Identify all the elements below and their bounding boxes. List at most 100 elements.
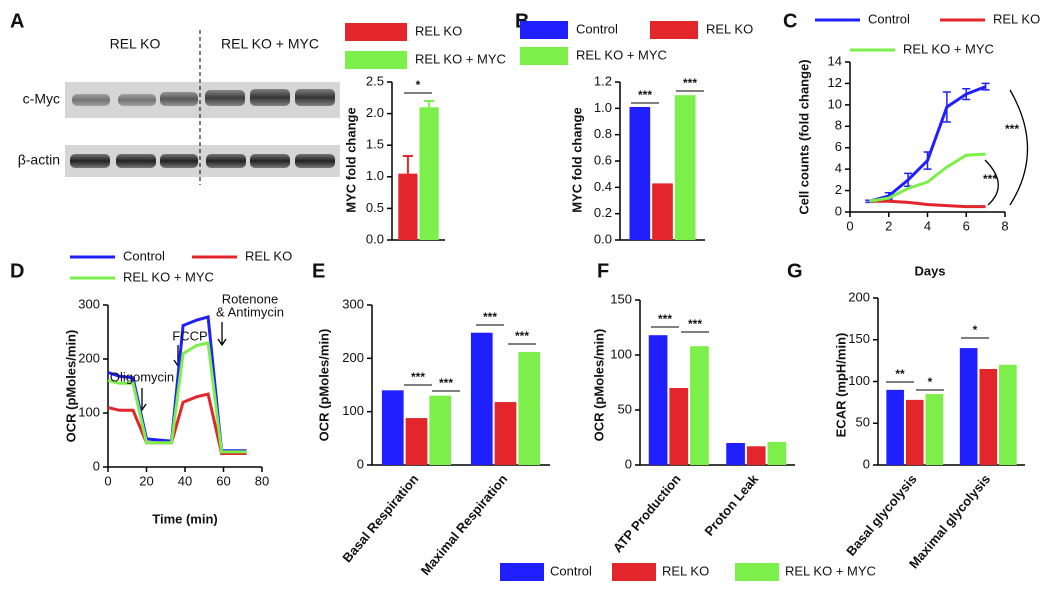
legend-swatch xyxy=(520,47,568,65)
blot-band xyxy=(206,154,246,168)
annotation: *** xyxy=(439,376,453,390)
bar xyxy=(979,368,998,465)
arrow xyxy=(984,159,999,206)
y-axis-label: OCR (pMoles/min) xyxy=(63,330,78,443)
blot-band xyxy=(160,154,198,168)
blot-band xyxy=(250,154,290,168)
error-bar xyxy=(942,91,951,123)
x-tick-label: 0 xyxy=(104,473,111,488)
legend-swatch xyxy=(650,21,698,39)
annotation: *** xyxy=(483,310,497,324)
annotation: * xyxy=(973,323,978,337)
y-axis-label: MYC fold change xyxy=(569,107,584,212)
y-tick-label: 1.2 xyxy=(594,73,612,88)
annotation: ** xyxy=(895,367,905,381)
legend-label: REL KO + MYC xyxy=(123,269,214,284)
arrow xyxy=(217,322,227,347)
legend-label: REL KO + MYC xyxy=(576,47,667,62)
bar xyxy=(429,395,452,465)
bar xyxy=(690,346,709,465)
blot-band xyxy=(295,89,335,106)
legend-label: REL KO xyxy=(662,563,709,578)
blot-band xyxy=(250,89,290,106)
x-tick-label: 2 xyxy=(885,218,892,233)
annotation: Rotenone xyxy=(222,291,278,306)
bar xyxy=(669,388,689,465)
bar xyxy=(674,95,696,241)
bar xyxy=(419,107,439,240)
annotation: * xyxy=(416,78,421,92)
category-label: Basal glycolysis xyxy=(843,471,920,558)
y-tick-label: 12 xyxy=(828,75,842,90)
y-tick-label: 2.0 xyxy=(366,105,384,120)
y-tick-label: 0 xyxy=(863,456,870,471)
bar xyxy=(746,446,766,465)
x-tick-label: 4 xyxy=(924,218,931,233)
bar xyxy=(652,183,673,240)
blot-background xyxy=(65,82,340,118)
legend-swatch xyxy=(735,563,779,581)
legend-swatch xyxy=(500,563,544,581)
blot: REL KO REL KO + MYC c-Myc β-actin xyxy=(18,30,340,185)
y-tick-label: 200 xyxy=(848,289,870,304)
error-bar xyxy=(402,154,413,174)
y-tick-label: 300 xyxy=(78,296,100,311)
panel-label: F xyxy=(597,260,609,282)
bar xyxy=(999,364,1017,465)
legend-swatch xyxy=(345,23,407,41)
bar xyxy=(398,173,418,240)
y-tick-label: 0.0 xyxy=(594,231,612,246)
y-tick-label: 10 xyxy=(828,96,842,111)
category-label: ATP Production xyxy=(610,471,684,555)
legend-label: REL KO xyxy=(415,23,462,38)
legend-label: Control xyxy=(868,11,910,26)
x-tick-label: 20 xyxy=(139,473,153,488)
y-tick-label: 0.5 xyxy=(366,200,384,215)
blot-band xyxy=(72,94,110,106)
legend-label: REL KO + MYC xyxy=(785,563,876,578)
x-tick-label: 60 xyxy=(216,473,230,488)
panel-label: C xyxy=(783,10,797,32)
annotation: FCCP xyxy=(172,328,207,343)
row-label: c-Myc xyxy=(23,91,60,107)
y-tick-label: 200 xyxy=(342,350,364,365)
legend-swatch xyxy=(612,563,656,581)
annotation: *** xyxy=(683,76,697,90)
error-bar xyxy=(981,82,990,91)
category-label: Maximal glycolysis xyxy=(906,471,993,571)
legend-label: REL KO + MYC xyxy=(415,51,506,66)
y-tick-label: 100 xyxy=(848,373,870,388)
annotation: *** xyxy=(638,88,652,102)
legend-label: Control xyxy=(576,21,618,36)
line xyxy=(868,85,987,203)
line xyxy=(869,199,986,209)
y-tick-label: 2 xyxy=(835,182,842,197)
line xyxy=(107,392,247,455)
legend-label: REL KO xyxy=(245,248,292,263)
y-tick-label: 100 xyxy=(342,403,364,418)
lane-label: REL KO xyxy=(110,36,161,52)
annotation: * xyxy=(928,375,933,389)
error-bar xyxy=(962,88,971,101)
annotation: *** xyxy=(983,172,997,186)
bar xyxy=(648,335,668,465)
legend-label: REL KO + MYC xyxy=(903,41,994,56)
legend-label: Control xyxy=(550,563,592,578)
legend-swatch xyxy=(345,51,407,69)
y-tick-label: 1.0 xyxy=(594,100,612,115)
bar xyxy=(629,107,651,241)
line xyxy=(869,152,986,203)
y-axis-label: ECAR (mpH/min) xyxy=(833,333,848,438)
annotation: *** xyxy=(658,312,672,326)
bar xyxy=(886,389,904,465)
panel-label: A xyxy=(10,10,24,32)
y-tick-label: 0.2 xyxy=(594,205,612,220)
blot-band xyxy=(118,94,156,106)
arrow xyxy=(1009,89,1029,206)
category-label: Basal Respiration xyxy=(339,471,421,565)
error-bar xyxy=(424,99,435,108)
y-tick-label: 50 xyxy=(618,401,632,416)
bar xyxy=(905,399,924,465)
category-label: Maximal Respiration xyxy=(418,471,511,578)
blot-band xyxy=(295,154,335,168)
